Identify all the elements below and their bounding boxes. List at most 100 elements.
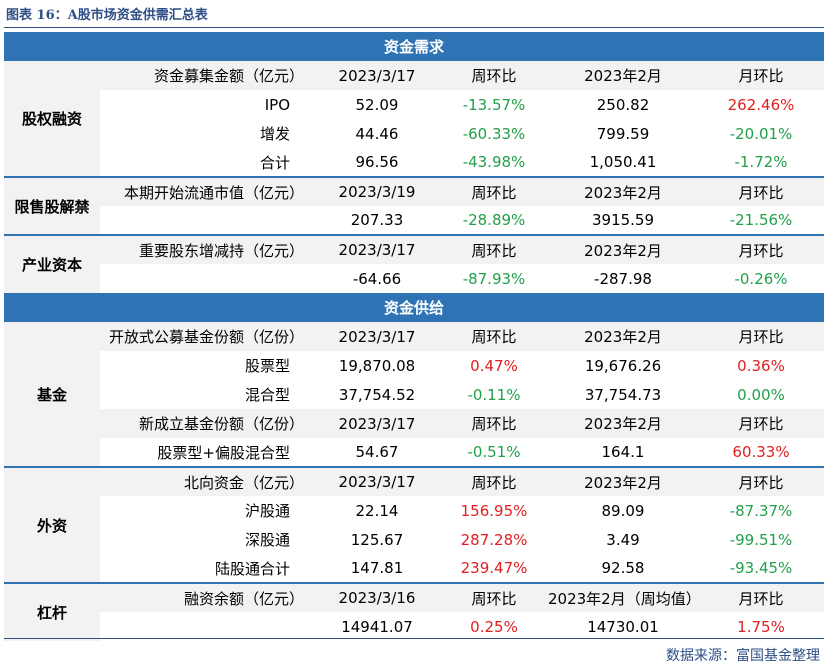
fund-header-row: 基金 开放式公募基金份额（亿份） 2023/3/17 周环比 2023年2月 月… [4, 322, 825, 468]
change-cell: -1.72% [698, 148, 825, 178]
table-row: 陆股通合计 147.81 239.47% 92.58 -93.45% [4, 554, 825, 584]
change-cell: -60.33% [462, 124, 526, 143]
change-cell: -0.51% [440, 438, 548, 468]
header-cell: 月环比 [698, 467, 825, 496]
row-label [100, 206, 314, 236]
change-cell: 0.36% [737, 356, 785, 375]
row-label: 混合型 [244, 386, 290, 404]
figure-caption: 图表 16：A股市场资金供需汇总表 [6, 8, 208, 23]
row-label: 深股通 [244, 531, 290, 549]
row-label: 合计 [100, 148, 314, 178]
header-cell: 2023/3/17 [314, 322, 440, 351]
table-row: 207.33 -28.89% 3915.59 -21.56% [4, 206, 825, 236]
table-row: 沪股通 22.14 156.95% 89.09 -87.37% [4, 496, 824, 525]
foreign-category: 外资 [4, 467, 100, 584]
lockup-category: 限售股解禁 [4, 177, 100, 236]
capital-supply-demand-table: 资金需求 股权融资 资金募集金额（亿元） 2023/3/17 周环比 2023年… [4, 32, 825, 641]
lockup-header-row: 限售股解禁 本期开始流通市值（亿元） 2023/3/19 周环比 2023年2月… [4, 177, 825, 236]
value-cell: 14941.07 [341, 617, 413, 636]
leverage-header-row: 杠杆 融资余额（亿元） 2023/3/16 周环比 2023年2月（周均值） 月… [4, 583, 825, 641]
change-cell: -28.89% [440, 206, 548, 236]
change-cell: 0.25% [470, 617, 518, 636]
value-cell: 799.59 [596, 124, 650, 143]
value-cell: 1,050.41 [548, 148, 698, 178]
value-cell: 89.09 [601, 501, 645, 520]
industry-category: 产业资本 [4, 235, 100, 293]
value-cell: 52.09 [355, 95, 399, 114]
change-cell: 287.28% [460, 530, 528, 549]
row-label: 股票型 [244, 357, 290, 375]
row-label: 增发 [259, 125, 290, 143]
header-cell: 开放式公募基金份额（亿份） [100, 322, 314, 351]
change-cell: -21.56% [698, 206, 825, 236]
header-cell: 2023年2月 [548, 177, 698, 206]
value-cell: 96.56 [314, 148, 440, 178]
header-cell: 2023/3/16 [314, 583, 440, 612]
value-cell: 3915.59 [548, 206, 698, 236]
header-cell: 2023年2月 [548, 467, 698, 496]
table-row: 深股通 125.67 287.28% 3.49 -99.51% [4, 525, 824, 554]
value-cell: 14730.01 [587, 617, 659, 636]
value-cell: 147.81 [314, 554, 440, 584]
header-cell: 2023年2月（周均值） [548, 583, 698, 612]
change-cell: -0.11% [467, 385, 521, 404]
demand-title: 资金需求 [4, 32, 825, 61]
row-label [100, 612, 314, 641]
header-cell: 北向资金（亿元） [100, 467, 314, 496]
row-label: 股票型+偏股混合型 [100, 438, 314, 468]
row-label: 沪股通 [244, 502, 290, 520]
value-cell: 3.49 [606, 530, 640, 549]
equity-header-row: 股权融资 资金募集金额（亿元） 2023/3/17 周环比 2023年2月 月环… [4, 61, 825, 178]
change-cell: -87.37% [729, 501, 793, 520]
header-cell: 月环比 [698, 409, 825, 438]
supply-title: 资金供给 [4, 293, 825, 322]
supply-banner: 资金供给 [4, 293, 825, 322]
value-cell: 19,870.08 [338, 356, 416, 375]
change-cell: -20.01% [729, 124, 793, 143]
row-label: 陆股通合计 [100, 554, 314, 584]
header-cell: 融资余额（亿元） [100, 583, 314, 612]
value-cell: 125.67 [350, 530, 404, 549]
change-cell: 239.47% [440, 554, 548, 584]
change-cell: -87.93% [462, 269, 526, 288]
table-row: 14941.07 0.25% 14730.01 1.75% [4, 612, 824, 641]
value-cell: 92.58 [548, 554, 698, 584]
value-cell: 37,754.73 [584, 385, 662, 404]
value-cell: 44.46 [355, 124, 399, 143]
change-cell: -99.51% [729, 530, 793, 549]
table-row: 股票型+偏股混合型 54.67 -0.51% 164.1 60.33% [4, 438, 825, 468]
source-note: 数据来源：富国基金整理 [666, 648, 820, 664]
value-cell: 19,676.26 [584, 356, 662, 375]
header-cell: 周环比 [440, 409, 548, 438]
header-cell: 周环比 [440, 61, 548, 90]
header-cell: 2023年2月 [548, 235, 698, 264]
industry-header-row: 产业资本 重要股东增减持（亿元） 2023/3/17 周环比 2023年2月 月… [4, 235, 825, 293]
header-cell: 重要股东增减持（亿元） [100, 235, 314, 264]
caption-divider [4, 27, 824, 28]
value-cell: -64.66 [352, 269, 402, 288]
equity-category: 股权融资 [4, 61, 100, 178]
table-row: 增发 44.46 -60.33% 799.59 -20.01% [4, 119, 824, 148]
table-row: IPO 52.09 -13.57% 250.82 262.46% [4, 90, 824, 119]
header-cell: 2023/3/19 [314, 177, 440, 206]
change-cell: -93.45% [698, 554, 825, 584]
change-cell: 0.00% [737, 385, 785, 404]
footer-divider [4, 638, 824, 639]
table-row: 混合型 37,754.52 -0.11% 37,754.73 0.00% [4, 380, 824, 409]
value-cell: 37,754.52 [338, 385, 416, 404]
header-cell: 月环比 [698, 322, 825, 351]
header-cell: 2023年2月 [548, 61, 698, 90]
table-row: -64.66 -87.93% -287.98 -0.26% [4, 264, 824, 293]
header-cell: 周环比 [440, 322, 548, 351]
change-cell: -0.26% [734, 269, 788, 288]
value-cell: -287.98 [594, 269, 652, 288]
header-cell: 2023年2月 [548, 322, 698, 351]
header-cell: 2023/3/17 [314, 409, 440, 438]
header-cell: 周环比 [440, 177, 548, 206]
header-cell: 2023/3/17 [314, 61, 440, 90]
header-cell: 本期开始流通市值（亿元） [100, 177, 314, 206]
value-cell: 54.67 [314, 438, 440, 468]
change-cell: -13.57% [462, 95, 526, 114]
leverage-category: 杠杆 [4, 583, 100, 641]
fund-category: 基金 [4, 322, 100, 468]
